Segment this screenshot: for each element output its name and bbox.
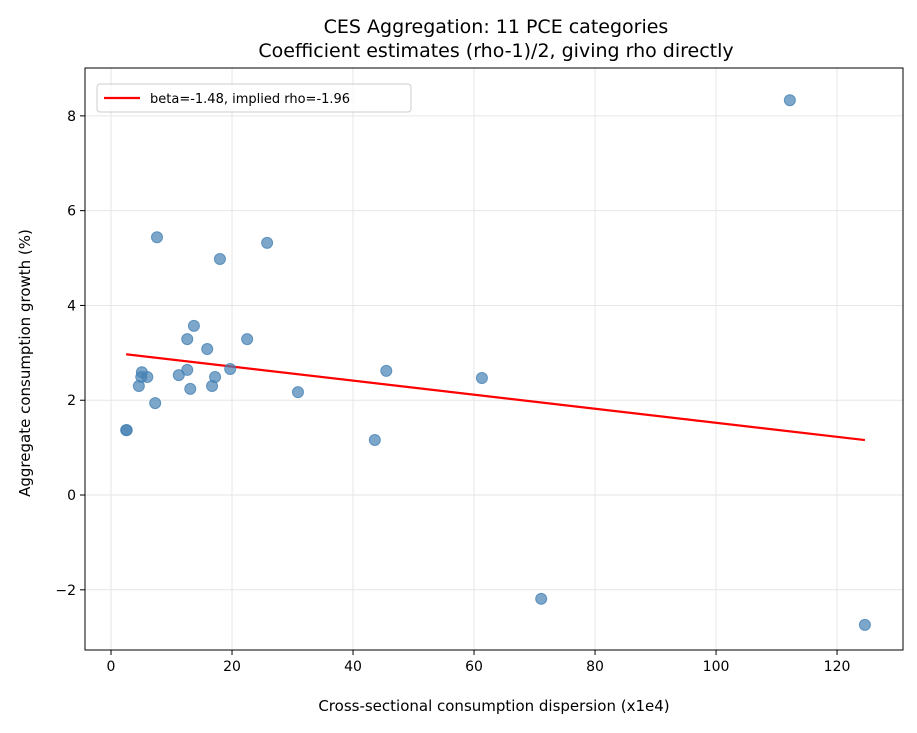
- y-tick-label: 0: [67, 488, 76, 504]
- y-tick-label: 2: [67, 393, 76, 409]
- legend-frame: [96, 83, 412, 113]
- axes: 0 20 40 60 80 100 120 −2 0 2 4 6 8: [55, 67, 904, 675]
- data-point: [291, 386, 304, 399]
- data-point: [380, 364, 393, 377]
- y-tick-label: 4: [67, 298, 76, 314]
- data-point: [368, 434, 381, 447]
- chart-subtitle: Coefficient estimates (rho-1)/2, giving …: [258, 40, 733, 62]
- grid: [85, 68, 903, 650]
- chart-title: CES Aggregation: 11 PCE categories: [324, 16, 669, 38]
- data-point: [184, 382, 197, 395]
- data-point: [149, 397, 162, 410]
- data-point: [261, 236, 274, 249]
- x-tick-label: 100: [703, 659, 730, 675]
- fit-line: [126, 353, 866, 442]
- x-tick-label: 80: [586, 659, 604, 675]
- points-group: [120, 94, 871, 631]
- fit-line-group: [126, 353, 866, 442]
- x-tick-label: 20: [223, 659, 241, 675]
- plot-frame: [84, 67, 904, 651]
- data-point: [141, 371, 154, 384]
- y-tick-label: −2: [55, 583, 76, 599]
- data-point: [858, 618, 871, 631]
- legend-label: beta=-1.48, implied rho=-1.96: [150, 92, 350, 107]
- data-point: [213, 252, 226, 265]
- x-tick-label: 0: [107, 659, 116, 675]
- data-point: [241, 333, 254, 346]
- y-tick-label: 8: [67, 109, 76, 125]
- x-tick-label: 60: [465, 659, 483, 675]
- data-point: [120, 424, 133, 437]
- x-tick-label: 120: [824, 659, 851, 675]
- data-point: [172, 369, 185, 382]
- data-point: [181, 333, 194, 346]
- data-point: [181, 363, 194, 376]
- data-point: [201, 343, 214, 356]
- y-tick-label: 6: [67, 204, 76, 220]
- data-point: [535, 592, 548, 605]
- x-axis-label: Cross-sectional consumption dispersion (…: [318, 697, 669, 715]
- data-point: [475, 371, 488, 384]
- data-point: [224, 362, 237, 375]
- data-point: [187, 319, 200, 332]
- x-tick-label: 40: [344, 659, 362, 675]
- data-point: [783, 94, 796, 107]
- y-axis-label: Aggregate consumption growth (%): [16, 229, 34, 497]
- data-point: [209, 371, 222, 384]
- legend: beta=-1.48, implied rho=-1.96: [96, 83, 412, 113]
- data-point: [150, 231, 163, 244]
